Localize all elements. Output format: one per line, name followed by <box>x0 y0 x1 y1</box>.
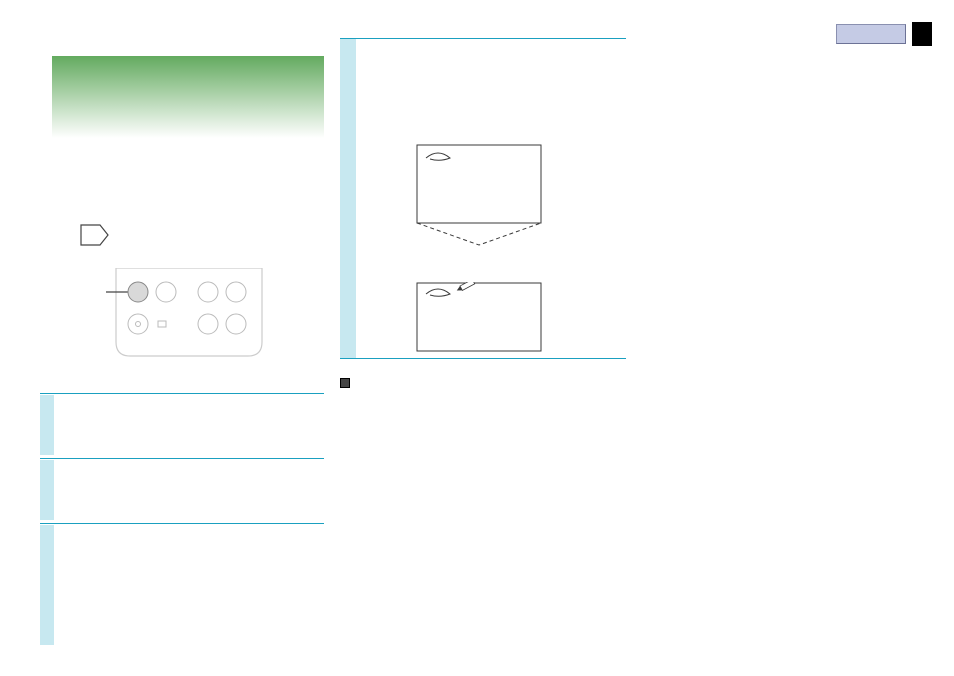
nav-bar <box>836 22 932 46</box>
section-sidebar-strip <box>40 525 54 645</box>
swirl-icon <box>426 153 450 160</box>
section-sidebar-strip <box>40 395 54 455</box>
dial <box>198 282 218 302</box>
small-indicator <box>158 321 166 327</box>
section-rule <box>340 38 626 39</box>
write-diagram <box>416 282 546 356</box>
bullet-icon <box>340 378 350 388</box>
page-edge-tab <box>912 22 932 46</box>
page <box>0 0 954 676</box>
dial <box>156 282 176 302</box>
swirl-icon <box>426 289 450 296</box>
tag-icon <box>80 224 110 246</box>
section-sidebar-strip <box>40 460 54 520</box>
section-rule <box>40 523 324 524</box>
nav-button[interactable] <box>836 24 906 44</box>
section-rule <box>340 358 626 359</box>
control-dials-panel <box>106 268 276 360</box>
pencil-icon <box>456 282 475 293</box>
dial <box>226 314 246 334</box>
dial <box>128 314 148 334</box>
section-rule <box>40 393 324 394</box>
title-banner <box>52 56 324 138</box>
dial <box>198 314 218 334</box>
dial-highlighted <box>128 282 148 302</box>
envelope-fold-diagram <box>416 144 546 254</box>
section-sidebar-strip <box>340 38 356 358</box>
dial-center-dot <box>136 322 141 327</box>
dial <box>226 282 246 302</box>
section-rule <box>40 458 324 459</box>
